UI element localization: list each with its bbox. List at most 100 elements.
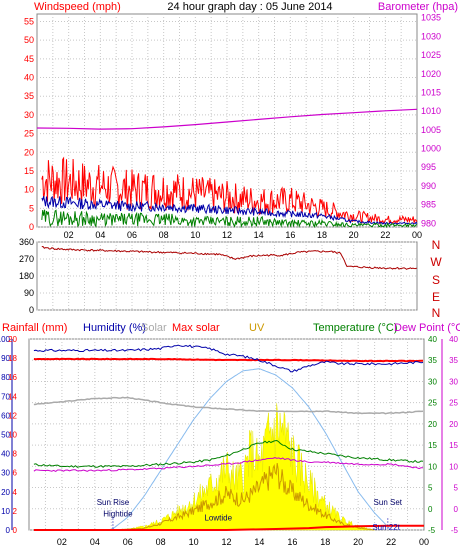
env-x-tick-label: 04 xyxy=(90,537,100,547)
env-x-tick-label: 10 xyxy=(189,537,199,547)
direction-y-tick-label: 270 xyxy=(19,254,34,264)
wind-x-tick-label: 10 xyxy=(190,230,200,240)
direction-y-tick-label: 180 xyxy=(19,271,34,281)
rain-y-tick-label: 18 xyxy=(8,354,17,363)
barometer-axis-title: Barometer (hpa) xyxy=(378,1,458,13)
humidity-y-tick-label: 60 xyxy=(1,411,10,420)
rain-y-tick-label: 10 xyxy=(8,431,17,440)
env-x-tick-label: 12 xyxy=(221,537,231,547)
dewpoint-y-tick-label: 40 xyxy=(449,335,458,344)
temp-y-tick-label: 15 xyxy=(428,441,437,450)
dewpoint-y-tick-label: 15 xyxy=(449,441,458,450)
solar-line xyxy=(33,396,424,415)
humidity-y-tick-label: 80 xyxy=(1,373,10,382)
rainfall-line xyxy=(33,524,424,531)
legend-temperature: Temperature (°C) xyxy=(313,322,397,334)
barometer-y-tick-label: 1005 xyxy=(421,125,441,135)
wind-x-tick-label: 00 xyxy=(412,230,422,240)
legend-solar: Solar xyxy=(141,322,167,334)
barometer-y-tick-label: 980 xyxy=(421,218,436,228)
dewpoint-y-tick-label: 30 xyxy=(449,377,458,386)
compass-label: W xyxy=(430,255,442,269)
wind-x-tick-label: 08 xyxy=(159,230,169,240)
dewpoint-y-tick-label: 10 xyxy=(449,462,458,471)
dewpoint-y-tick-label: 35 xyxy=(449,356,458,365)
temp-y-tick-label: 25 xyxy=(428,399,437,408)
env-x-tick-label: 02 xyxy=(57,537,67,547)
wind-y-tick-label: 40 xyxy=(24,73,34,83)
annotation-label: Hightide xyxy=(103,509,133,518)
barometer-y-tick-label: 1035 xyxy=(421,13,441,23)
wind-avg-line xyxy=(41,195,418,226)
dewpoint-y-tick-label: -5 xyxy=(451,526,459,535)
temp-y-tick-label: 30 xyxy=(428,377,437,386)
legend-dewpoint: Dew Point (°C) xyxy=(394,322,460,334)
env-x-tick-label: 20 xyxy=(353,537,363,547)
temp-y-tick-label: 5 xyxy=(428,484,433,493)
wind-y-tick-label: 45 xyxy=(24,54,34,64)
barometer-y-tick-label: 1000 xyxy=(421,144,441,154)
max-solar-line xyxy=(33,357,424,363)
barometer-y-tick-label: 1015 xyxy=(421,87,441,97)
barometer-y-tick-label: 985 xyxy=(421,200,436,210)
rain-y-tick-label: 4 xyxy=(13,488,18,497)
temp-y-tick-label: 40 xyxy=(428,335,437,344)
env-x-tick-label: 00 xyxy=(419,537,429,547)
wind-x-tick-label: 18 xyxy=(317,230,327,240)
barometer-y-tick-label: 1030 xyxy=(421,31,441,41)
wind-x-tick-label: 06 xyxy=(127,230,137,240)
dewpoint-y-tick-label: 20 xyxy=(449,420,458,429)
wind-y-tick-label: 20 xyxy=(24,147,34,157)
temp-y-tick-label: 20 xyxy=(428,420,437,429)
dewpoint-line xyxy=(33,457,424,472)
annotation-label: Sun Set xyxy=(374,498,403,507)
legend-uv: UV xyxy=(249,322,265,334)
barometer-y-tick-label: 1025 xyxy=(421,50,441,60)
wind-axis-title: Windspeed (mph) xyxy=(34,1,121,13)
rain-y-tick-label: 16 xyxy=(8,373,17,382)
direction-y-tick-label: 90 xyxy=(24,288,34,298)
dewpoint-y-tick-label: 0 xyxy=(454,505,459,514)
direction-y-tick-label: 0 xyxy=(29,305,34,315)
environment-panel: 010203040506070809010002468101214161820-… xyxy=(0,335,459,547)
legend-max-solar: Max solar xyxy=(172,322,220,334)
compass-label: N xyxy=(432,238,441,252)
humidity-y-tick-label: 50 xyxy=(1,431,10,440)
rain-y-tick-label: 14 xyxy=(8,392,17,401)
temp-y-tick-label: 10 xyxy=(428,462,437,471)
solar-radiation-area xyxy=(111,403,375,531)
env-x-tick-label: 16 xyxy=(287,537,297,547)
wind-y-tick-label: 25 xyxy=(24,129,34,139)
wind-x-tick-label: 20 xyxy=(349,230,359,240)
wind-y-tick-label: 30 xyxy=(24,110,34,120)
sun-curve-line xyxy=(110,368,390,531)
humidity-y-tick-label: 30 xyxy=(1,469,10,478)
barometer-y-tick-label: 990 xyxy=(421,181,436,191)
compass-label: S xyxy=(432,273,440,287)
wind-y-tick-label: 15 xyxy=(24,166,34,176)
humidity-line xyxy=(33,344,424,373)
barometer-y-tick-label: 995 xyxy=(421,162,436,172)
wind-x-tick-label: 04 xyxy=(95,230,105,240)
compass-label: E xyxy=(432,290,440,304)
barometer-line xyxy=(36,108,418,130)
env-x-tick-label: 22 xyxy=(386,537,396,547)
wind-x-tick-label: 16 xyxy=(285,230,295,240)
wind-x-tick-label: 14 xyxy=(254,230,264,240)
wind-y-tick-label: 10 xyxy=(24,185,34,195)
temp-y-tick-label: 35 xyxy=(428,356,437,365)
direction-y-tick-label: 360 xyxy=(19,237,34,247)
env-x-tick-label: 14 xyxy=(254,537,264,547)
annotation-label: Sun 22t xyxy=(372,523,400,532)
humidity-y-tick-label: 100 xyxy=(0,335,11,344)
annotation-label: Lowtide xyxy=(204,514,232,523)
wind-x-tick-label: 22 xyxy=(380,230,390,240)
wind-y-tick-label: 55 xyxy=(24,16,34,26)
rain-y-tick-label: 12 xyxy=(8,411,17,420)
compass-label: N xyxy=(432,306,441,320)
env-x-tick-label: 18 xyxy=(320,537,330,547)
annotation-label: Sun Rise xyxy=(97,498,130,507)
